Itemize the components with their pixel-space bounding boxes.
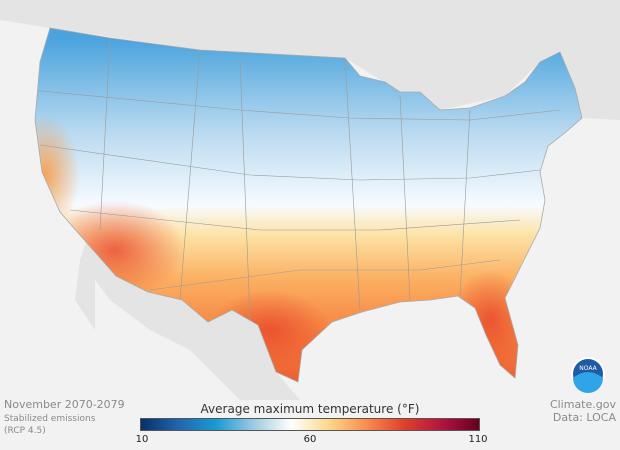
mexico-land xyxy=(75,242,300,400)
canada-land xyxy=(0,0,620,120)
noaa-logo: NOAA xyxy=(571,357,605,393)
state-borders xyxy=(35,39,561,321)
legend-title: Average maximum temperature (°F) xyxy=(200,402,420,416)
source-label: Climate.gov Data: LOCA xyxy=(550,398,616,424)
svg-text:NOAA: NOAA xyxy=(579,365,597,372)
legend-tick: 10 xyxy=(135,434,149,445)
scenario-line: (RCP 4.5) xyxy=(4,426,46,436)
scenario-line: Stabilized emissions xyxy=(4,414,96,424)
period-label: November 2070-2079 xyxy=(4,398,125,411)
legend-colorbar xyxy=(140,418,480,431)
legend-tick: 110 xyxy=(468,434,488,445)
scenario-label: Stabilized emissions (RCP 4.5) xyxy=(4,413,95,437)
contiguous-us xyxy=(35,28,582,382)
source-line: Climate.gov xyxy=(549,398,616,411)
source-line: Data: LOCA xyxy=(552,411,616,424)
legend-tick: 60 xyxy=(303,434,317,445)
